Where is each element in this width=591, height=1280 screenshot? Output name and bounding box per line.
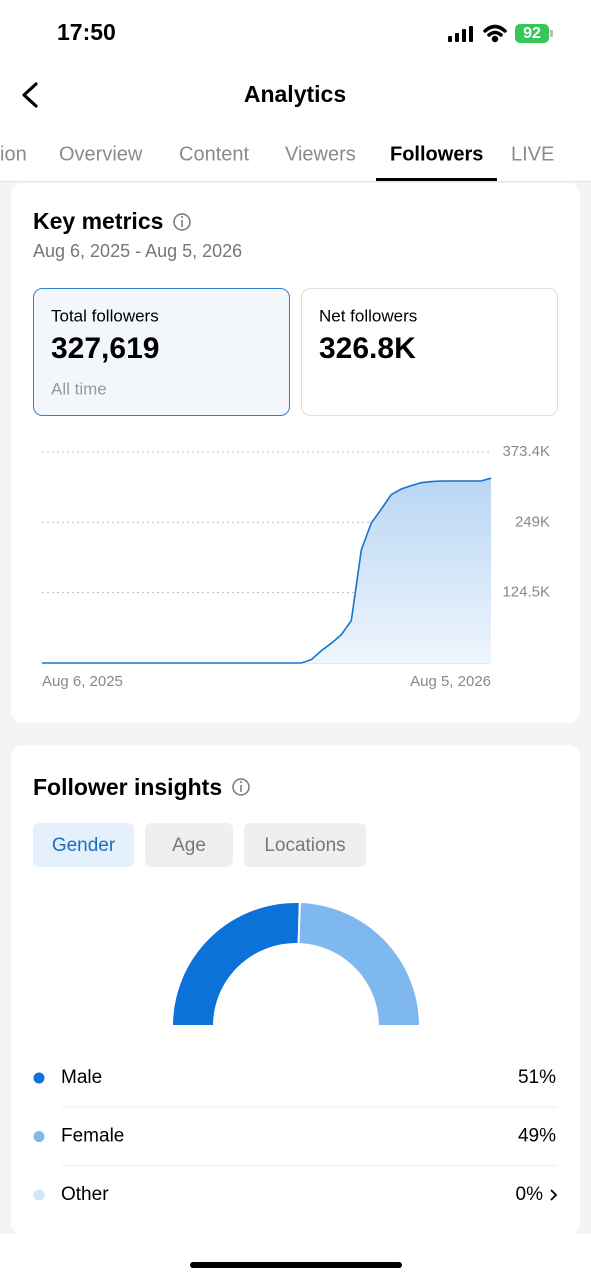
legend-label: Other — [61, 1184, 109, 1205]
metric-card[interactable] — [301, 288, 558, 416]
area — [42, 478, 491, 663]
battery-tip — [550, 30, 553, 37]
y-tick-label: 124.5K — [502, 584, 550, 601]
clock: 17:50 — [57, 19, 116, 45]
bottom-area — [0, 1234, 591, 1280]
chevron[interactable] — [550, 1189, 558, 1201]
legend-label: Male — [61, 1067, 102, 1088]
filter-chip[interactable] — [145, 823, 233, 867]
legend-dot — [33, 1131, 45, 1142]
tab[interactable]: Overview — [59, 143, 143, 165]
signal-icon — [448, 26, 473, 42]
x-tick-label: Aug 6, 2025 — [42, 673, 123, 690]
back-button[interactable] — [22, 82, 38, 108]
legend-value: 51% — [518, 1067, 556, 1088]
legend-value: 0% — [516, 1184, 544, 1205]
filter-label[interactable]: Age — [172, 835, 206, 856]
x-tick-label: Aug 5, 2026 — [410, 673, 491, 690]
key-metrics-card — [11, 183, 580, 723]
top-bar — [0, 0, 591, 182]
legend-dot — [33, 1072, 45, 1084]
y-tick-label: 373.4K — [502, 443, 550, 460]
filter-label[interactable]: Locations — [264, 835, 345, 856]
filter-chip[interactable] — [33, 823, 134, 867]
section-title: Key metrics — [33, 208, 163, 234]
tab-indicator — [376, 178, 497, 181]
line — [42, 477, 492, 664]
tab[interactable]: Followers — [390, 143, 483, 165]
tab[interactable]: ion — [0, 143, 27, 165]
date-range: Aug 6, 2025 - Aug 5, 2026 — [33, 241, 242, 261]
metric-card[interactable] — [33, 288, 290, 416]
section-title: Follower insights — [33, 774, 222, 800]
battery — [515, 24, 549, 43]
metric-value: 327,619 — [51, 332, 159, 365]
filter-chip[interactable] — [244, 823, 366, 867]
insights-card — [11, 745, 580, 1235]
y-tick-label: 249K — [515, 513, 550, 530]
home-indicator[interactable] — [190, 1262, 402, 1268]
tab[interactable]: LIVE — [511, 143, 554, 165]
legend-label: Female — [61, 1126, 124, 1147]
info-icon[interactable] — [173, 213, 191, 231]
metric-note: All time — [51, 379, 107, 398]
legend-value: 49% — [518, 1126, 556, 1147]
metric-label: Net followers — [319, 306, 417, 325]
battery-level: 92 — [523, 25, 541, 42]
metric-label: Total followers — [51, 306, 159, 325]
metric-value: 326.8K — [319, 332, 416, 365]
filter-label[interactable]: Gender — [52, 835, 116, 856]
wifi-icon — [483, 24, 507, 43]
tab[interactable]: Viewers — [285, 143, 356, 165]
legend-dot — [33, 1189, 45, 1201]
page-title: Analytics — [244, 81, 346, 107]
tab[interactable]: Content — [179, 143, 249, 165]
info-icon[interactable] — [232, 778, 250, 796]
